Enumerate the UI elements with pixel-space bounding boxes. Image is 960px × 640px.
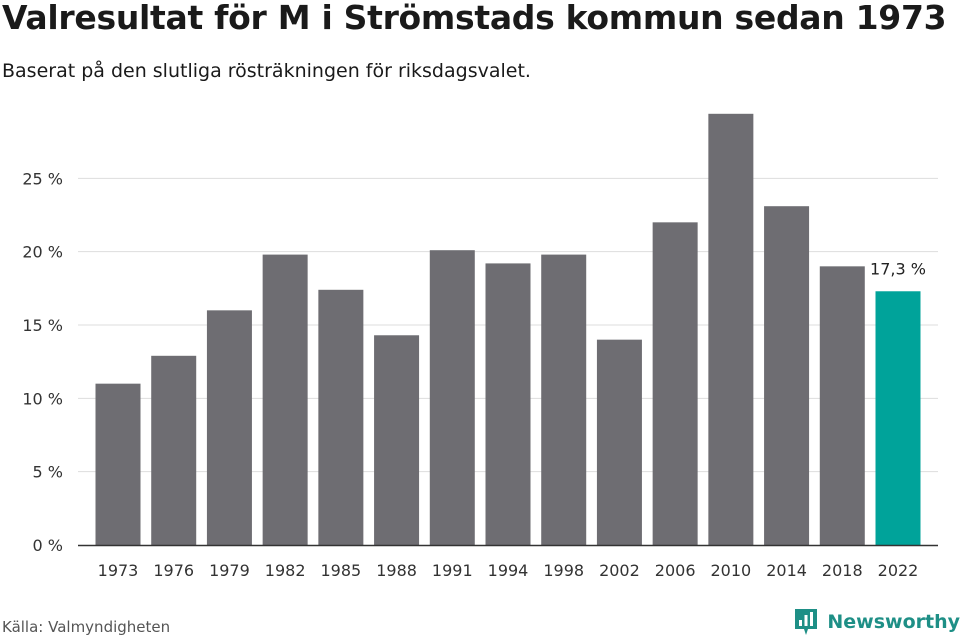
y-tick-label: 25 % [22, 169, 63, 188]
x-tick-label: 1973 [98, 561, 139, 580]
x-tick-label: 2022 [878, 561, 919, 580]
source-note: Källa: Valmyndigheten [2, 618, 171, 636]
chart-subtitle: Baserat på den slutliga rösträkningen fö… [2, 60, 531, 82]
x-tick-label: 1998 [543, 561, 584, 580]
bar [541, 254, 587, 545]
bar [95, 383, 141, 545]
x-tick-label: 1991 [432, 561, 473, 580]
x-tick-label: 2002 [599, 561, 640, 580]
x-tick-label: 1994 [488, 561, 529, 580]
brand-logo: Newsworthy [793, 607, 960, 637]
y-tick-label: 5 % [33, 463, 63, 482]
bar [318, 289, 364, 545]
bar [708, 113, 754, 546]
y-tick-label: 20 % [22, 243, 63, 262]
bar [875, 291, 921, 545]
y-tick-label: 10 % [22, 389, 63, 408]
x-tick-label: 2018 [822, 561, 863, 580]
x-tick-label: 1988 [376, 561, 417, 580]
newsworthy-logo-icon [795, 609, 818, 635]
bar [429, 250, 475, 545]
x-tick-label: 2010 [710, 561, 751, 580]
x-tick-label: 1976 [153, 561, 194, 580]
x-tick-label: 2014 [766, 561, 807, 580]
x-tick-label: 2006 [655, 561, 696, 580]
x-tick-label: 1985 [320, 561, 361, 580]
bar [485, 263, 531, 545]
bar [819, 266, 865, 545]
x-tick-label: 1979 [209, 561, 250, 580]
bar [596, 339, 642, 545]
brand-name: Newsworthy [827, 611, 960, 633]
bar [764, 206, 810, 545]
bar [652, 222, 698, 546]
bar [374, 335, 420, 545]
bar [262, 254, 308, 545]
bar [206, 310, 252, 545]
x-tick-label: 1982 [265, 561, 306, 580]
bar [151, 355, 197, 545]
chart-title: Valresultat för M i Strömstads kommun se… [2, 0, 947, 37]
data-label: 17,3 % [870, 259, 926, 278]
y-tick-label: 0 % [33, 536, 63, 555]
y-tick-label: 15 % [22, 316, 63, 335]
